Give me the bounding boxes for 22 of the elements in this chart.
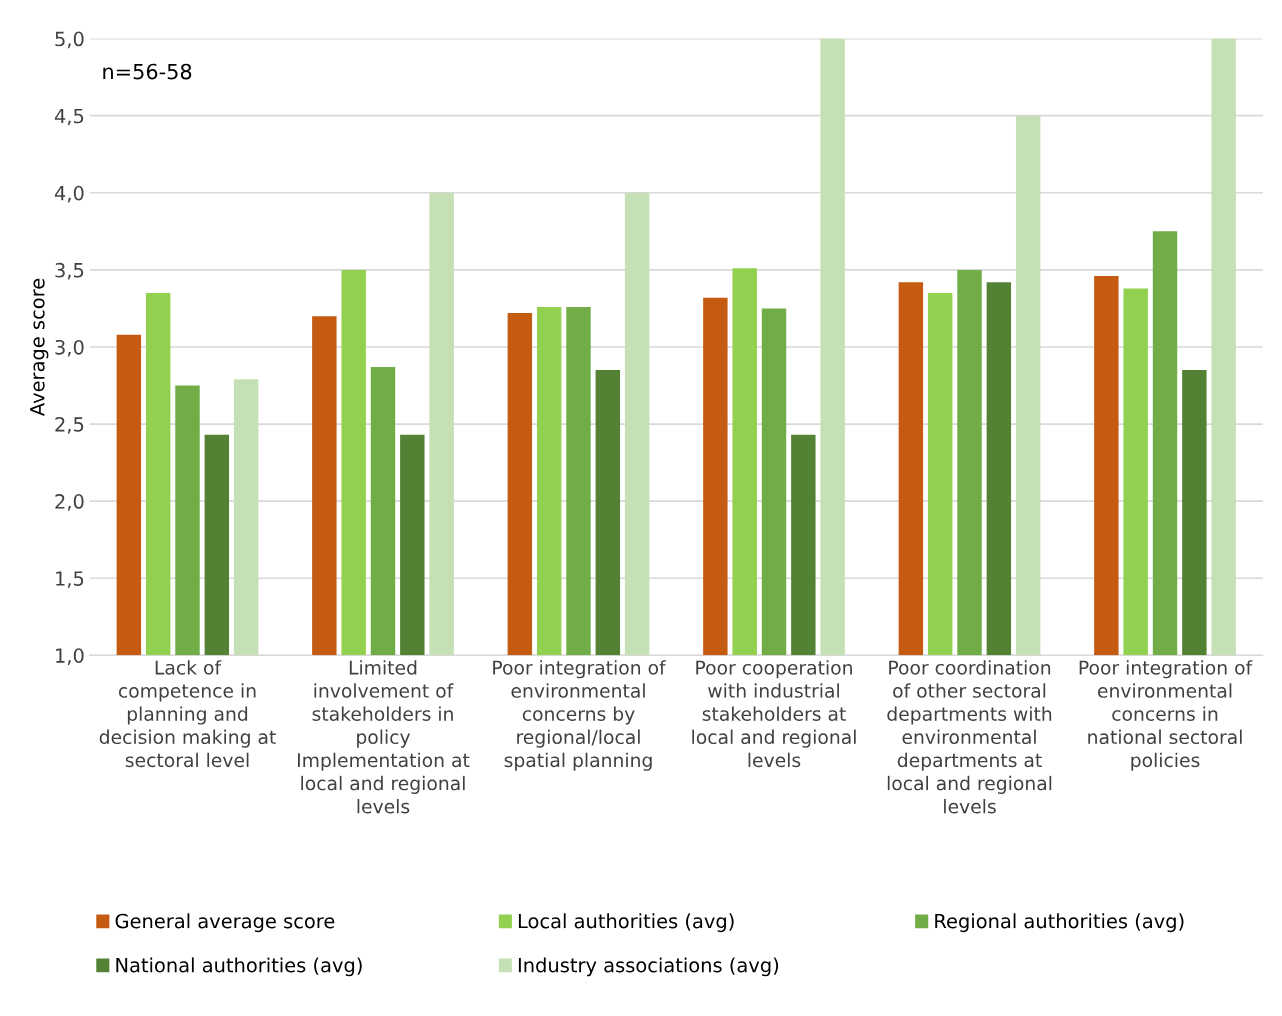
y-tick-label: 3,5 bbox=[55, 262, 84, 280]
y-tick-label: 1,5 bbox=[56, 571, 84, 588]
legend-label: Local authorities (avg) bbox=[518, 913, 734, 933]
y-tick-label: 3,0 bbox=[55, 339, 84, 357]
y-tick-label: 1,0 bbox=[56, 648, 84, 665]
y-tick-label: 4,0 bbox=[54, 185, 84, 203]
annotation: n=56-58 bbox=[103, 63, 192, 80]
y-tick-label: 2,0 bbox=[55, 494, 84, 511]
x-tick-label: Poor integration of environmental concerns by regional/local spatial planning bbox=[493, 660, 666, 771]
legend-label: General average score bbox=[115, 913, 335, 933]
x-tick-label: Lack of competence in planning and decision making at sectoral level bbox=[99, 660, 276, 768]
legend-label: Regional authorities (avg) bbox=[935, 913, 1184, 933]
y-tick-label: 4,5 bbox=[54, 108, 84, 126]
legend-label: Industry associations (avg) bbox=[518, 957, 779, 977]
y-axis-title: Average score bbox=[30, 278, 49, 416]
x-tick-label: Poor integration of environmental concerns in national sectoral policies bbox=[1079, 660, 1253, 771]
y-tick-label: 2,5 bbox=[55, 417, 84, 434]
y-tick-label: 5,0 bbox=[55, 31, 84, 49]
x-tick-label: Limited involvement of stakeholders in policy Implementation at local and regional levels bbox=[298, 660, 470, 814]
x-tick-label: Poor cooperation with industrial stakeholders at local and regional levels bbox=[692, 660, 856, 768]
legend-label: National authorities (avg) bbox=[116, 957, 362, 977]
x-tick-label: Poor coordination of other sectoral departments with environmental departments at local and regional levels bbox=[887, 660, 1052, 814]
